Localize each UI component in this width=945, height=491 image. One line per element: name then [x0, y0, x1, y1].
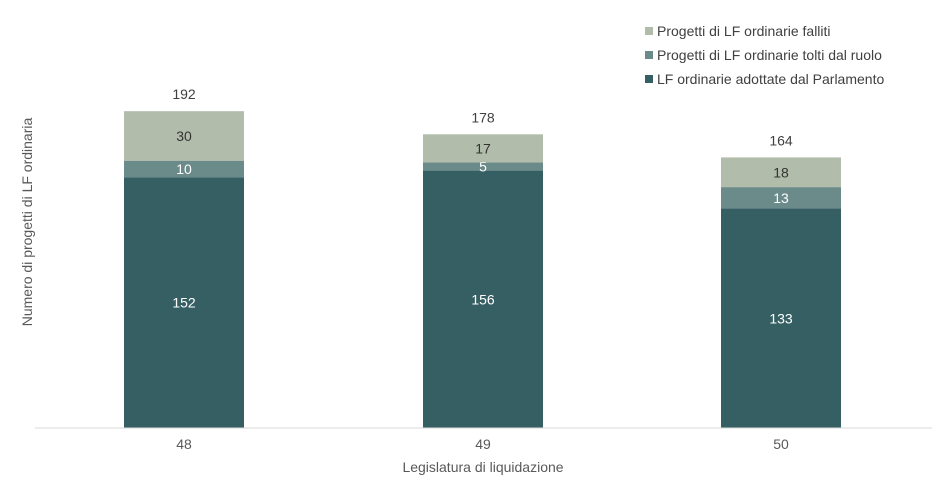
legend-label: Progetti di LF ordinarie tolti dal ruolo	[657, 47, 882, 63]
total-label: 164	[769, 132, 793, 148]
x-tick-label: 49	[475, 436, 491, 452]
y-axis-title: Numero di progetti di LF ordinaria	[19, 118, 35, 327]
legend-swatch	[645, 51, 653, 59]
bar-segment	[721, 157, 841, 188]
bar-segment	[423, 162, 543, 171]
total-label: 192	[172, 86, 196, 102]
plot-area: 152 10 30 192 156 5 17 178 133 13 18 164	[124, 86, 841, 428]
data-label: 5	[479, 158, 487, 174]
data-label: 10	[176, 161, 192, 177]
data-label: 152	[172, 295, 196, 311]
data-label: 18	[773, 164, 789, 180]
bar-segment	[721, 208, 841, 428]
bar-segment	[124, 111, 244, 161]
data-label: 30	[176, 128, 192, 144]
legend-label: Progetti di LF ordinarie falliti	[657, 23, 831, 39]
legend-swatch	[645, 27, 653, 35]
legend-swatch	[645, 75, 653, 83]
total-label: 178	[471, 109, 495, 125]
data-label: 156	[471, 291, 495, 307]
bar-segment	[721, 187, 841, 209]
data-label: 13	[773, 190, 789, 206]
data-label: 133	[769, 310, 793, 326]
legend: Progetti di LF ordinarie falliti Progetti…	[645, 23, 884, 87]
legend-label: LF ordinarie adottate dal Parlamento	[657, 71, 884, 87]
x-tick-labels: 48 49 50	[176, 436, 789, 452]
data-label: 17	[475, 140, 491, 156]
x-axis-title: Legislatura di liquidazione	[402, 459, 563, 475]
bar-segment	[423, 134, 543, 163]
x-tick-label: 50	[773, 436, 789, 452]
bar-segment	[423, 170, 543, 428]
bar-segment	[124, 177, 244, 428]
x-tick-label: 48	[176, 436, 192, 452]
bar-segment	[124, 160, 244, 178]
